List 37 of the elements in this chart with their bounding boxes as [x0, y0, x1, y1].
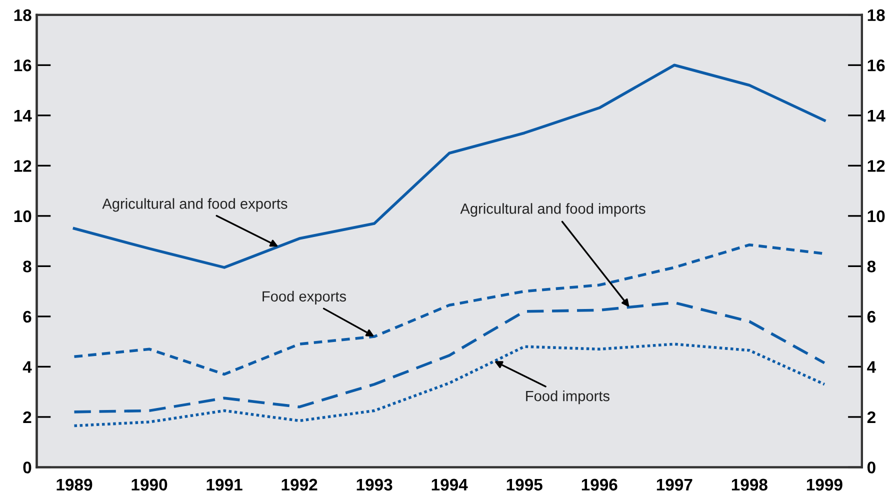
y2-tick-label: 8 [867, 260, 876, 272]
x-tick-label: 1989 [56, 478, 92, 491]
x-tick-label: 1990 [132, 478, 168, 491]
y-tick-label: 4 [22, 361, 32, 373]
y-tick-label: 12 [14, 160, 32, 172]
y-tick-label: 0 [23, 462, 32, 474]
text: Food exports [262, 290, 346, 304]
x-tick-label: 1997 [656, 478, 692, 491]
y2-tick-label: 2 [867, 411, 876, 424]
x-tick-label: 1993 [356, 478, 392, 491]
x-tick-label: 1992 [282, 478, 318, 491]
y-tick-label: 14 [14, 110, 32, 122]
y2-tick-label: 16 [868, 60, 885, 72]
line-series [72, 64, 826, 269]
y2-tick-label: 12 [868, 160, 885, 172]
x-tick-label: 1991 [206, 478, 242, 491]
y2-tick-label: 4 [867, 361, 876, 373]
y2-tick-label: 14 [868, 110, 886, 122]
x-tick-label: 1998 [732, 478, 768, 491]
y2-tick-label: 10 [868, 210, 885, 222]
y2-tick-label: 6 [867, 310, 876, 323]
text: Food imports [526, 390, 610, 404]
y2-tick-label: 0 [867, 462, 876, 474]
text: Agricultural and food imports [460, 203, 646, 217]
y-tick-label: 16 [14, 60, 32, 72]
y-tick-label: 10 [14, 210, 32, 222]
y-tick-label: 18 [14, 9, 32, 22]
y-tick-label: 6 [23, 310, 32, 323]
x-tick-label: 1996 [582, 478, 618, 491]
x-tick-label: 1995 [506, 478, 542, 491]
line-series [72, 342, 826, 428]
y2-tick-label: 18 [868, 9, 885, 22]
series-label: Agricultural and food exports [102, 198, 288, 212]
x-tick-label: 1999 [806, 478, 842, 491]
x-tick-label: 1994 [432, 478, 468, 491]
y-tick-label: 2 [23, 411, 32, 424]
y-tick-label: 8 [23, 260, 32, 272]
